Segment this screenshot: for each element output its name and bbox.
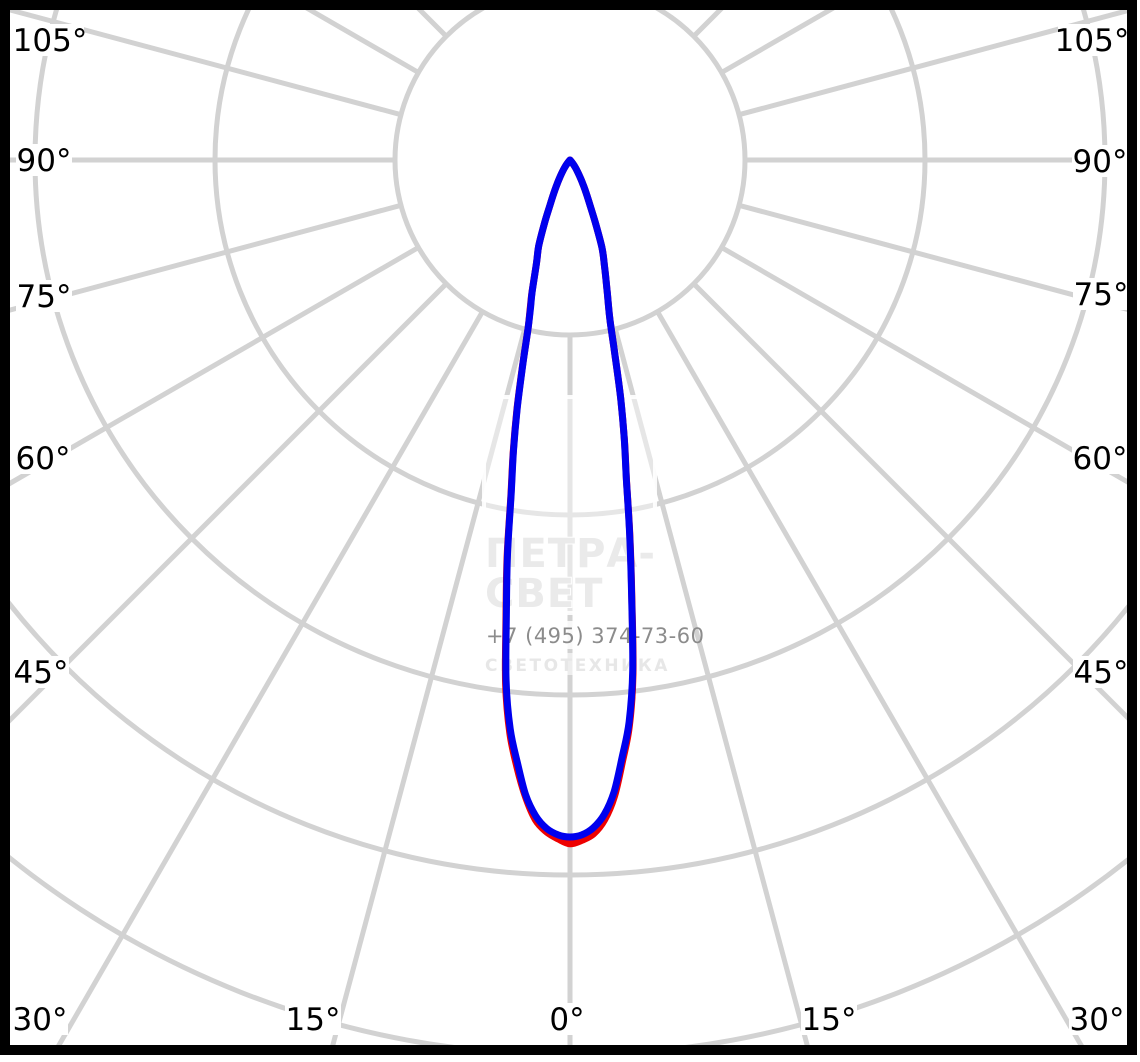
angle-label-bg [16, 24, 84, 56]
angle-label-bg [12, 1003, 68, 1035]
angle-label-bg [13, 656, 69, 688]
angle-label-bg [544, 1003, 590, 1035]
grid-radial [330, 328, 528, 1045]
angle-label-bg [1069, 1003, 1125, 1035]
angle-label-bg [15, 442, 71, 474]
angle-label: 45° [1074, 655, 1129, 691]
angle-label: 15° [286, 1002, 341, 1038]
angle-label: 75° [17, 279, 72, 315]
grid-radial [10, 281, 449, 724]
angle-label: 15° [802, 1002, 857, 1038]
watermark-phone: +7 (495) 374-73-60 [486, 624, 704, 648]
blue-curve [502, 156, 637, 841]
angle-label: 30° [1070, 1002, 1125, 1038]
angle-label-bg [1073, 656, 1129, 688]
angle-label-bg [16, 280, 72, 312]
angle-label: 105° [1055, 23, 1130, 59]
angle-label-bg [801, 1003, 857, 1035]
angle-label-bg [1072, 442, 1128, 474]
angle-label: 45° [14, 655, 69, 691]
angle-label: 30° [13, 1002, 68, 1038]
grid-radial [10, 245, 420, 487]
grid-radial [720, 245, 1127, 485]
angle-label: 90° [17, 143, 72, 179]
labels-layer: 105° 90° 75° 60° 45° 105° 90° 75° 60° 45° 30° 15° 0°… [12, 23, 1129, 1038]
angle-label: 105° [13, 23, 88, 59]
angle-label-bg [1072, 145, 1128, 177]
angle-label: 60° [16, 441, 71, 477]
angle-label-bg [16, 144, 72, 176]
grid-radial [655, 310, 1084, 1045]
watermark-title-line1: ПЕТРА- [485, 531, 656, 577]
grid-radial [10, 202, 402, 313]
angle-label: 60° [1073, 441, 1128, 477]
angle-label: 90° [1073, 144, 1128, 180]
watermark-subtitle-band [481, 653, 659, 675]
grid-radial [691, 281, 1127, 721]
angle-label-bg [1058, 24, 1126, 56]
watermark-logo-bar [621, 518, 651, 612]
grid-radial [738, 10, 1127, 118]
angle-label-bg [285, 1003, 341, 1035]
angle-label: 0° [549, 1002, 584, 1038]
angle-label-bg [1073, 278, 1129, 310]
curves-layer [501, 156, 637, 848]
watermark-subtitle: СВЕТОТЕХНИКА [485, 656, 670, 676]
grid-radial [738, 202, 1127, 312]
angle-label: 75° [1074, 277, 1129, 313]
grid-radial [56, 310, 485, 1045]
grid-radial [10, 10, 402, 118]
grid-radial [612, 328, 810, 1045]
